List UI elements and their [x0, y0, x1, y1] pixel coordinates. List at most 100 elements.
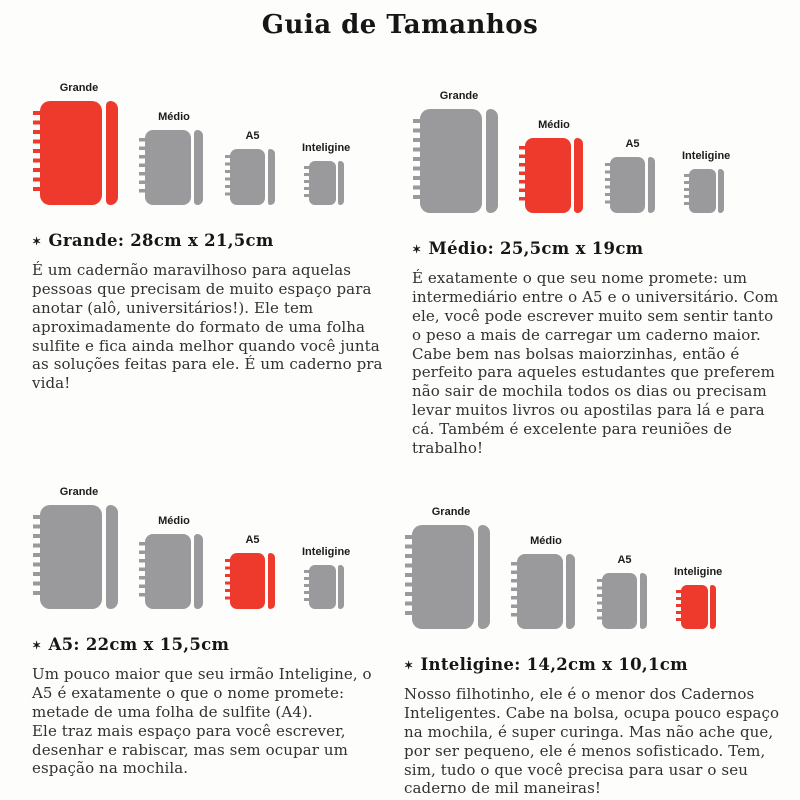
notebook-illustration [405, 525, 490, 629]
notebook-illustration [511, 554, 575, 629]
notebook-cover [412, 525, 474, 629]
notebook-back-strip [648, 157, 655, 213]
notebook-back-strip [337, 565, 344, 609]
notebook-label: Médio [158, 515, 190, 527]
section-a5: Grande Médio A5 Inteligine [32, 486, 390, 778]
notebook-back-strip [268, 553, 275, 609]
notebook-back-strip [268, 149, 275, 205]
notebook-cover [145, 534, 191, 609]
notebook-label: A5 [245, 130, 260, 142]
notebook-label: Inteligine [302, 142, 351, 154]
notebook-back-strip [337, 161, 344, 205]
notebook-cover [517, 554, 563, 629]
section-heading: ✶ Médio: 25,5cm x 19cm [412, 239, 788, 258]
notebook-label: Grande [59, 82, 99, 94]
notebook-illustration [683, 169, 724, 213]
notebook-back-strip [194, 534, 203, 609]
spiral-binding-icon [303, 570, 310, 604]
notebook-cover [602, 573, 637, 629]
spiral-binding-icon [139, 138, 147, 197]
notebook-cover [145, 130, 191, 205]
notebook-cover [308, 565, 336, 609]
notebook-back-strip [574, 138, 583, 213]
notebook-back-strip [566, 554, 575, 629]
notebook-label: A5 [617, 554, 632, 566]
section-medio: Grande Médio A5 Inteligine [412, 90, 788, 458]
notebook-illustration [33, 505, 118, 609]
notebook-cover [525, 138, 571, 213]
notebook-illustration [303, 565, 344, 609]
notebook-illustration [303, 161, 344, 205]
spiral-binding-icon [33, 111, 43, 195]
notebook-size-row: Grande Médio A5 Inteligine [404, 506, 786, 629]
page-title: Guia de Tamanhos [261, 10, 539, 40]
spiral-binding-icon [303, 166, 310, 200]
notebook-label: A5 [245, 534, 260, 546]
star-bullet-icon: ✶ [404, 659, 414, 672]
spiral-binding-icon [225, 559, 232, 603]
notebook-label: Inteligine [302, 546, 351, 558]
notebook-illustration [605, 157, 655, 213]
notebook-back-strip [194, 130, 203, 205]
section-heading-text: Grande: 28cm x 21,5cm [48, 231, 274, 250]
notebook-illustration [139, 534, 203, 609]
spiral-binding-icon [675, 590, 682, 624]
notebook-cover [680, 585, 708, 629]
star-bullet-icon: ✶ [32, 235, 42, 248]
notebook-cover [308, 161, 336, 205]
notebook-cover [230, 553, 265, 609]
spiral-binding-icon [605, 163, 612, 207]
notebook-label: Médio [538, 119, 570, 131]
notebook-figure-inteligine: Inteligine [682, 150, 730, 213]
notebook-cover [420, 109, 482, 213]
notebook-figure-grande: Grande [33, 486, 118, 609]
notebook-figure-inteligine: Inteligine [302, 546, 350, 609]
notebook-figure-a5: A5 [597, 554, 647, 629]
notebook-cover [688, 169, 716, 213]
section-description: É exatamente o que seu nome promete: um … [412, 269, 779, 458]
notebook-figure-medio: Médio [139, 111, 203, 205]
notebook-label: Médio [530, 535, 562, 547]
spiral-binding-icon [597, 579, 604, 623]
section-description: Um pouco maior que seu irmão Inteligine,… [32, 665, 372, 778]
section-heading: ✶ Inteligine: 14,2cm x 10,1cm [404, 655, 786, 674]
notebook-figure-medio: Médio [519, 119, 583, 213]
notebook-label: Médio [158, 111, 190, 123]
star-bullet-icon: ✶ [412, 243, 422, 256]
notebook-back-strip [106, 505, 118, 609]
notebook-label: Grande [431, 506, 471, 518]
notebook-cover [610, 157, 645, 213]
notebook-illustration [413, 109, 498, 213]
section-heading-text: Inteligine: 14,2cm x 10,1cm [420, 655, 688, 674]
notebook-label: Grande [439, 90, 479, 102]
notebook-size-row: Grande Médio A5 Inteligine [412, 90, 788, 213]
notebook-back-strip [709, 585, 716, 629]
notebook-figure-a5: A5 [225, 534, 275, 609]
notebook-illustration [675, 585, 716, 629]
section-heading: ✶ Grande: 28cm x 21,5cm [32, 231, 390, 250]
notebook-illustration [33, 101, 118, 205]
star-bullet-icon: ✶ [32, 639, 42, 652]
notebook-figure-grande: Grande [33, 82, 118, 205]
notebook-illustration [225, 149, 275, 205]
spiral-binding-icon [413, 119, 423, 203]
spiral-binding-icon [405, 535, 415, 619]
section-description: Nosso filhotinho, ele é o menor dos Cade… [404, 685, 780, 798]
spiral-binding-icon [33, 515, 43, 599]
notebook-figure-inteligine: Inteligine [302, 142, 350, 205]
notebook-figure-grande: Grande [405, 506, 490, 629]
spiral-binding-icon [511, 562, 519, 621]
notebook-figure-medio: Médio [139, 515, 203, 609]
notebook-illustration [225, 553, 275, 609]
notebook-size-row: Grande Médio A5 Inteligine [32, 82, 390, 205]
section-heading: ✶ A5: 22cm x 15,5cm [32, 635, 390, 654]
spiral-binding-icon [225, 155, 232, 199]
notebook-illustration [597, 573, 647, 629]
section-description: É um cadernão maravilhoso para aquelas p… [32, 261, 383, 393]
section-heading-text: Médio: 25,5cm x 19cm [428, 239, 644, 258]
notebook-illustration [139, 130, 203, 205]
notebook-back-strip [478, 525, 490, 629]
notebook-cover [40, 101, 102, 205]
notebook-back-strip [717, 169, 724, 213]
notebook-back-strip [640, 573, 647, 629]
